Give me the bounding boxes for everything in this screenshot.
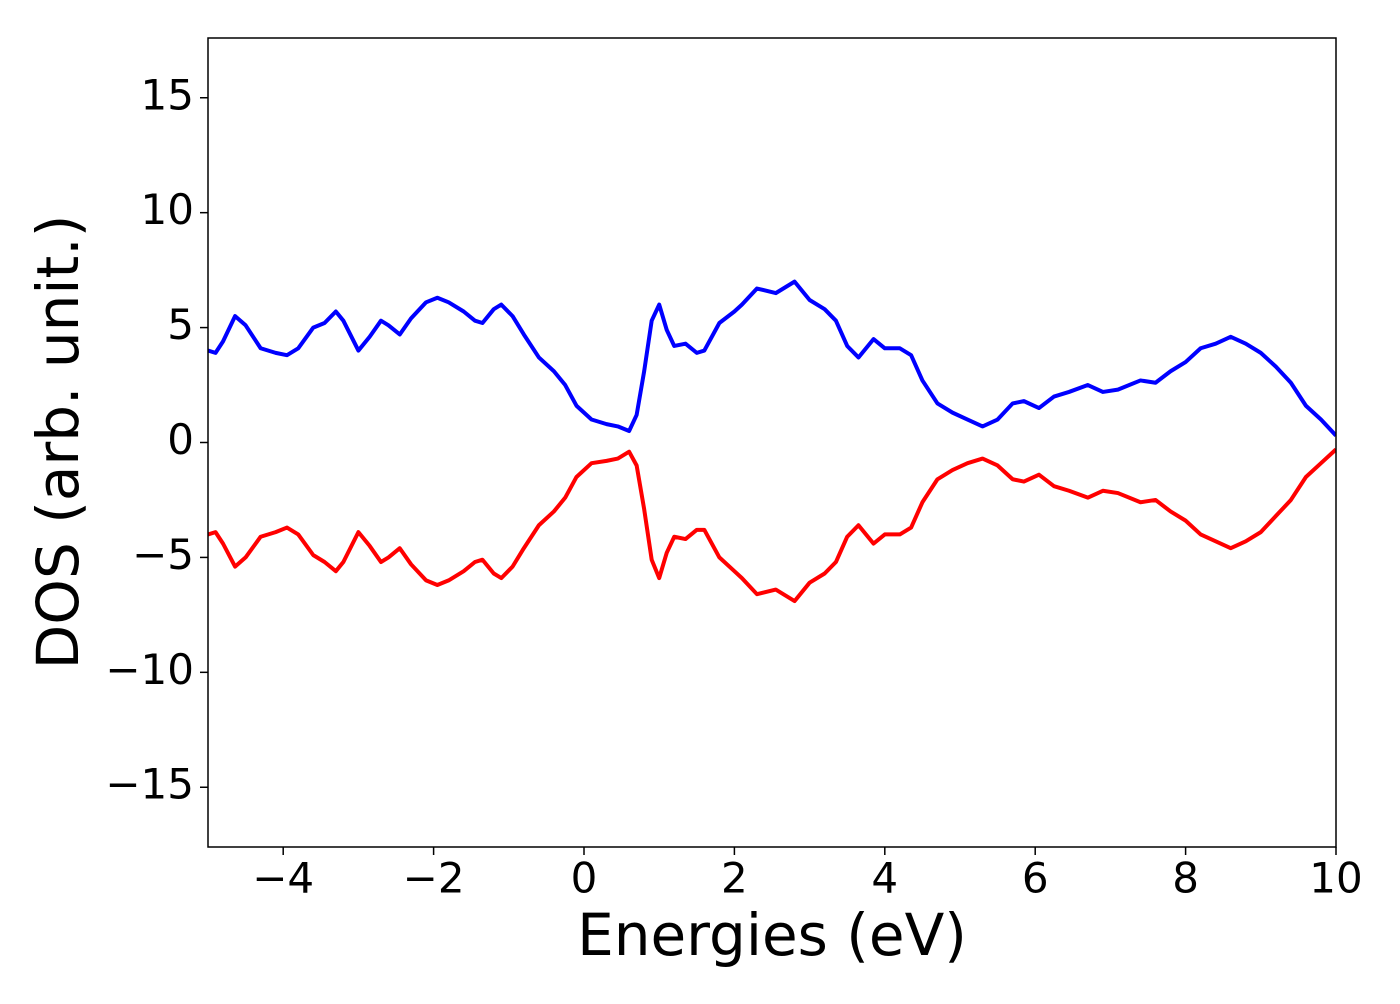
y-tick-label: 0: [167, 415, 194, 464]
x-tick-label: 8: [1172, 854, 1199, 903]
x-tick-label: 2: [721, 854, 748, 903]
x-tick-label: −2: [403, 854, 465, 903]
y-tick-label: −15: [105, 760, 194, 809]
y-tick-label: −5: [132, 530, 194, 579]
y-axis-title: DOS (arb. unit.): [24, 215, 92, 670]
x-tick-label: 6: [1022, 854, 1049, 903]
y-tick-label: −10: [105, 645, 194, 694]
series-line: [208, 447, 1336, 604]
x-tick-label: 0: [571, 854, 598, 903]
plot-frame: [207, 37, 1337, 848]
x-tick-label: 4: [871, 854, 898, 903]
y-tick-label: 5: [167, 300, 194, 349]
x-axis-title: Energies (eV): [577, 901, 967, 969]
x-tick-label: 10: [1309, 854, 1362, 903]
y-tick-label: 15: [141, 70, 194, 119]
x-tick-label: −4: [252, 854, 314, 903]
y-tick-label: 10: [141, 185, 194, 234]
series-line: [208, 279, 1336, 437]
